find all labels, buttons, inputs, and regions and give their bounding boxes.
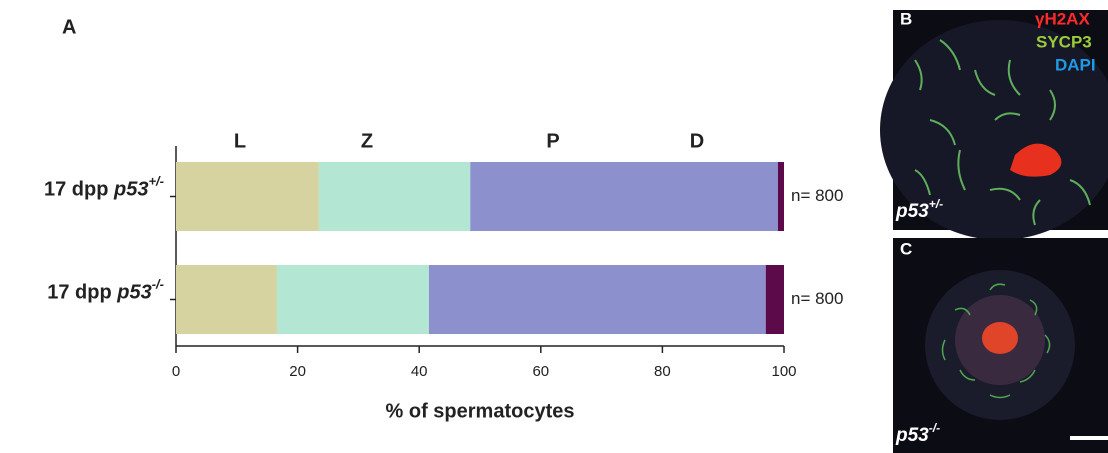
micrograph-c: C p53-/-	[893, 238, 1108, 453]
x-tick-label: 80	[654, 363, 671, 380]
bar-segment	[766, 265, 784, 334]
bar-segment	[319, 162, 470, 231]
stain-label: γH2AX	[1035, 9, 1090, 28]
series-label: D	[690, 130, 704, 152]
figure: A % of spermatocytes γH2AX SYCP3 DAPI B …	[0, 0, 1108, 453]
genotype: +/-	[929, 197, 943, 211]
bar-segment	[176, 265, 277, 334]
series-label: L	[234, 130, 246, 152]
panel-label: A	[62, 16, 76, 38]
series-label: Z	[361, 130, 373, 152]
x-tick-label: 40	[411, 363, 428, 380]
category-genotype: -/-	[152, 277, 164, 292]
x-tick-label: 20	[289, 363, 306, 380]
annotation: n= 800	[791, 289, 843, 308]
bar-segment	[778, 162, 784, 231]
panel-label: B	[900, 9, 912, 28]
category-prefix: 17 dpp	[44, 179, 114, 201]
stain-label: SYCP3	[1036, 32, 1092, 51]
series-label: P	[546, 130, 559, 152]
genotype: -/-	[929, 421, 940, 435]
category-gene: p53	[116, 282, 151, 304]
x-tick-label: 60	[532, 363, 549, 380]
gene: p53	[895, 201, 929, 222]
bar-segment	[470, 162, 778, 231]
annotation: n= 800	[791, 186, 843, 205]
stain-label: DAPI	[1055, 55, 1096, 74]
y-tick-label: 17 dpp p53+/-	[44, 174, 164, 201]
y-tick-label: 17 dpp p53-/-	[47, 277, 164, 304]
x-axis-title: % of spermatocytes	[386, 400, 575, 422]
category-prefix: 17 dpp	[47, 282, 117, 304]
category-gene: p53	[113, 179, 148, 201]
x-tick-label: 100	[771, 363, 796, 380]
gene: p53	[895, 425, 929, 446]
bar-segment	[277, 265, 429, 334]
x-tick-label: 0	[172, 363, 180, 380]
bar-segment	[176, 162, 319, 231]
panel-label: C	[900, 239, 912, 258]
micrograph-b: γH2AX SYCP3 DAPI B p53+/-	[880, 9, 1108, 240]
bar-segment	[429, 265, 766, 334]
category-genotype: +/-	[148, 174, 164, 189]
